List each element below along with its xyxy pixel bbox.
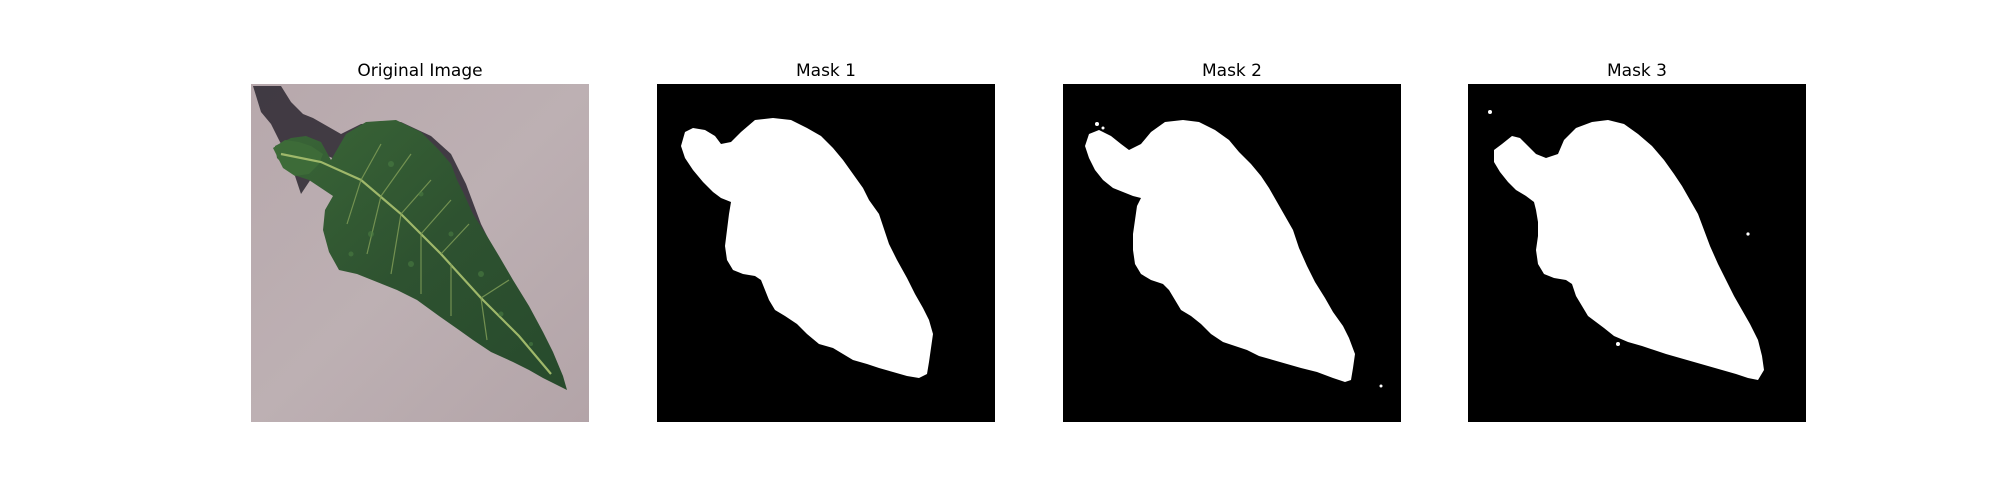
panel-title: Original Image	[357, 61, 483, 81]
mask-speck	[1379, 384, 1383, 388]
mask-speck	[1095, 122, 1099, 126]
panel-mask-2: Mask 2	[1063, 58, 1401, 422]
mask-region	[681, 118, 933, 378]
panel-title: Mask 1	[795, 61, 856, 81]
panel-original-image: Original Image	[251, 58, 589, 422]
leaf-veins	[346, 143, 510, 341]
mask-region	[1494, 120, 1764, 380]
panel-mask-3: Mask 3	[1468, 58, 1806, 422]
mask-speck	[1488, 110, 1492, 114]
leaf-texture	[348, 161, 533, 346]
mask-region	[1085, 120, 1355, 382]
panel-title: Mask 2	[1201, 61, 1262, 81]
mask-1-image	[657, 84, 995, 422]
panel-title: Mask 3	[1606, 61, 1667, 81]
mask-2-image	[1063, 84, 1401, 422]
mask-speck	[1616, 342, 1620, 346]
mask-speck	[1746, 232, 1750, 236]
mask-speck	[1101, 126, 1105, 130]
original-leaf-photo	[251, 84, 589, 422]
mask-3-image	[1468, 84, 1806, 422]
panel-mask-1: Mask 1	[657, 58, 995, 422]
